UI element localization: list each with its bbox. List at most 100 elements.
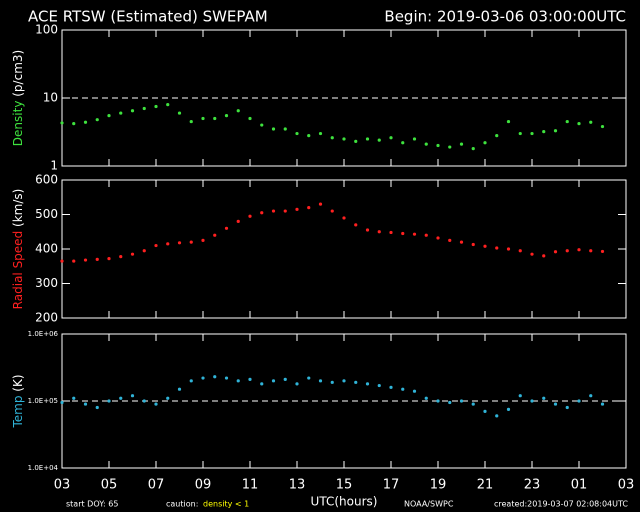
data-point (565, 119, 569, 124)
x-axis-label: UTC(hours) (311, 495, 378, 509)
data-point (318, 379, 323, 383)
data-point (483, 141, 487, 145)
x-tick-label: 23 (524, 478, 541, 493)
data-point (166, 396, 170, 400)
data-point (330, 136, 334, 140)
x-tick-label: 19 (430, 478, 447, 493)
data-point (201, 238, 205, 242)
data-point (436, 143, 440, 148)
data-point (177, 387, 182, 391)
data-point (95, 405, 99, 410)
data-point (342, 379, 346, 383)
data-point (471, 242, 475, 247)
data-point (224, 376, 229, 380)
source: NOAA/SWPC (404, 500, 454, 509)
y-tick-label: 300 (35, 276, 58, 290)
data-point (542, 396, 546, 400)
data-point (565, 405, 569, 410)
data-point (542, 254, 546, 258)
data-point (483, 409, 487, 413)
data-point (542, 130, 546, 134)
data-point (224, 114, 229, 118)
data-point (283, 377, 287, 382)
chart-title: ACE RTSW (Estimated) SWEPAM (28, 8, 268, 26)
data-point (412, 389, 417, 393)
data-point (459, 142, 464, 146)
data-point (448, 145, 452, 149)
data-point (107, 257, 111, 261)
data-point (448, 400, 452, 405)
data-point (95, 118, 99, 122)
x-tick-label: 21 (477, 478, 494, 493)
data-point (412, 137, 417, 141)
data-point (354, 223, 358, 227)
y-tick-label: 200 (35, 311, 58, 325)
data-point (307, 133, 311, 138)
data-point (119, 111, 123, 115)
y-axis-unit: (p/cm3) (11, 50, 25, 97)
data-point (365, 382, 370, 386)
created-time: created:2019-03-07 02:08:04UTC (494, 500, 628, 509)
data-point (553, 129, 558, 133)
data-point (377, 138, 381, 142)
data-point (389, 385, 393, 389)
data-point (260, 382, 264, 386)
data-point (577, 399, 581, 403)
data-point (72, 396, 76, 400)
data-point (154, 104, 158, 109)
start-doy: start DOY: 65 (66, 500, 118, 509)
x-tick-label: 13 (289, 478, 306, 493)
data-point (72, 122, 76, 126)
data-point (401, 387, 405, 391)
data-point (248, 377, 252, 382)
data-point (60, 400, 64, 405)
data-point (236, 379, 240, 383)
data-point (424, 233, 428, 237)
data-point (448, 238, 452, 242)
x-tick-label: 09 (195, 478, 212, 493)
data-point (130, 109, 135, 113)
data-point (119, 254, 123, 259)
data-point (248, 214, 252, 218)
data-point (142, 399, 146, 403)
data-point (213, 375, 217, 379)
data-point (295, 382, 299, 386)
data-point (506, 407, 511, 411)
data-point (283, 127, 287, 131)
data-point (142, 106, 146, 111)
data-point (72, 259, 76, 263)
data-point (177, 111, 182, 115)
y-tick-label: 100 (35, 23, 58, 37)
x-tick-label: 05 (101, 478, 118, 493)
data-point (436, 399, 440, 403)
y-axis-label: Density (p/cm3) (11, 50, 25, 146)
y-axis-quantity: Temp (11, 396, 25, 429)
data-point (553, 250, 558, 254)
data-point (553, 402, 558, 406)
y-tick-label: 1.0E+06 (28, 330, 59, 338)
data-point (260, 123, 264, 127)
y-tick-label: 1 (50, 159, 58, 173)
data-point (401, 141, 405, 145)
begin-time: Begin: 2019-03-06 03:00:00UTC (384, 8, 626, 26)
x-tick-label: 17 (383, 478, 400, 493)
data-point (283, 209, 287, 213)
data-point (577, 248, 581, 252)
data-point (271, 127, 276, 131)
data-point (318, 131, 323, 136)
y-axis-unit: (km/s) (11, 189, 25, 227)
data-point (530, 252, 534, 256)
data-point (483, 244, 487, 248)
data-point (506, 119, 511, 124)
data-point (354, 139, 358, 144)
data-point (600, 124, 605, 129)
y-tick-label: 1.0E+05 (28, 397, 58, 405)
data-point (236, 219, 240, 223)
data-point (83, 120, 88, 124)
data-point (271, 379, 276, 383)
data-point (495, 246, 499, 250)
data-point (389, 230, 393, 235)
data-point (565, 249, 569, 253)
data-point (236, 109, 240, 113)
